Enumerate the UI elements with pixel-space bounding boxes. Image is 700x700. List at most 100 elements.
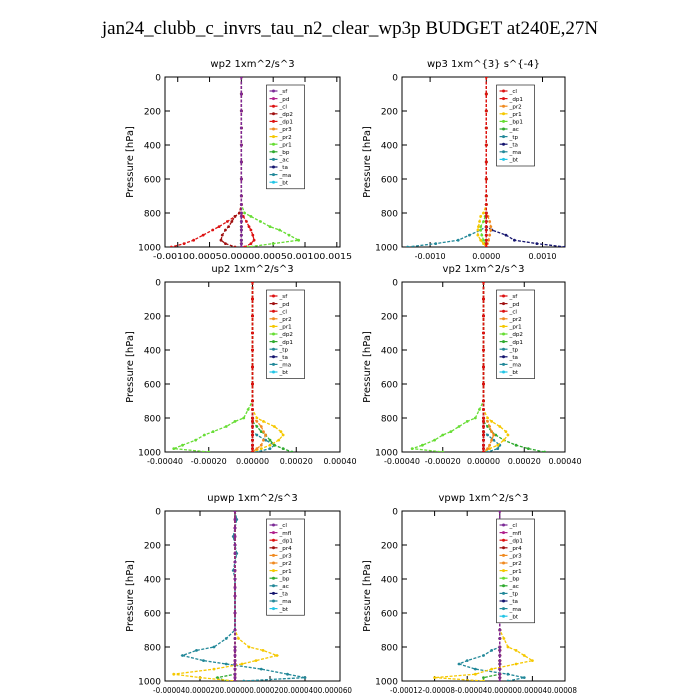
data-point [233,676,237,679]
data-point [479,238,483,242]
legend-label: _pr1 [279,569,293,575]
legend-marker [502,112,506,116]
data-point [434,242,438,246]
legend-label: _pr2 [509,104,522,110]
legend-marker [502,347,506,351]
legend-marker [502,370,506,374]
data-point [287,233,291,237]
y-tick-label: 0 [155,74,161,84]
data-point [482,433,485,437]
legend-label: _tp [509,592,519,598]
data-point [478,408,481,411]
legend-label: _pd [279,302,290,308]
x-tick-label: 0.00000 [236,457,269,466]
legend-label: _bp [279,150,290,156]
data-point [484,220,488,223]
legend-label: _pr4 [509,546,523,552]
data-point [482,408,485,411]
data-point [490,438,494,442]
x-tick-label: 0.0010 [529,252,557,261]
data-point [277,438,281,442]
legend-label: _ta [509,599,518,605]
legend-marker [502,104,506,108]
data-point [290,450,294,452]
data-point [259,425,263,428]
data-point [281,447,285,450]
data-point [212,645,216,649]
data-point [513,238,516,242]
series-line [180,511,306,681]
data-point [224,242,227,246]
data-point [484,245,488,247]
data-point [262,430,265,433]
data-point [251,420,254,423]
data-point [498,662,502,666]
data-point [268,438,272,442]
data-point [233,535,237,538]
legend-marker [502,150,506,154]
data-point [488,233,492,237]
data-point [227,225,231,229]
legend-label: _dp1 [509,538,524,544]
data-point [279,430,283,433]
legend-marker [272,119,275,123]
data-point [233,543,237,547]
data-point [484,177,488,181]
data-point [247,225,251,229]
legend-label: _dp2 [279,332,293,338]
y-tick-label: 200 [144,108,161,118]
y-tick-label: 1000 [375,244,398,254]
legend-box [266,518,305,616]
data-point [489,228,493,232]
data-point [255,416,259,420]
data-point [249,242,253,246]
x-tick-label: 0.00020 [508,457,541,466]
data-point [201,233,205,237]
data-point [286,672,289,676]
y-axis-label: Pressure [hPa] [362,560,373,632]
legend-marker [272,157,275,161]
data-point [484,77,488,79]
data-point [449,430,453,433]
plot-frame [164,510,341,682]
figure-title: jan24_clubb_c_invrs_tau_n2_clear_wp3p BU… [101,18,599,39]
data-point [531,659,534,662]
y-tick-label: 200 [381,313,398,323]
legend-marker [272,173,275,177]
y-tick-label: 1000 [138,449,161,459]
plot-area [169,77,301,247]
data-point [275,654,279,657]
data-point [303,676,307,679]
data-point [441,450,445,452]
legend-label: _ta [279,355,288,361]
legend-marker [272,362,275,366]
plot-frame [401,76,566,248]
data-point [488,220,492,223]
legend-marker [272,584,275,588]
data-point [224,637,228,640]
legend-marker [272,591,275,595]
legend-marker [272,324,275,328]
legend-marker [272,340,275,344]
data-point [233,649,237,652]
legend-label: _ma [279,599,292,605]
legend-label: _pd [279,97,290,103]
legend-marker [502,127,506,131]
data-point [297,238,301,242]
legend-label: _cl [509,523,518,529]
legend-label: _ma [509,363,522,369]
legend-label: _bt [279,180,289,186]
data-point [433,676,436,679]
y-axis-label: Pressure [hPa] [125,126,136,198]
legend-marker [502,362,506,366]
data-point [522,676,526,679]
data-point [239,126,243,130]
data-point [251,438,254,442]
data-point [239,194,243,198]
data-point [254,659,258,662]
legend-marker [272,347,275,351]
data-point [489,225,493,229]
data-point [486,450,489,452]
data-point [484,215,488,218]
legend-label: _pr2 [509,317,522,323]
